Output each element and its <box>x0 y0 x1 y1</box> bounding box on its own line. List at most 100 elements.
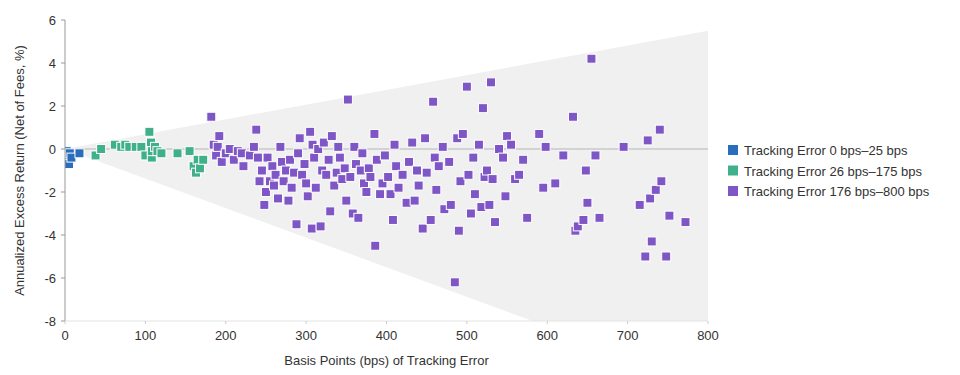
point <box>414 181 423 190</box>
y-tick-label: -8 <box>44 314 56 329</box>
y-tick-label: 0 <box>49 142 56 157</box>
point <box>269 181 278 190</box>
point <box>478 104 487 113</box>
point <box>559 151 568 160</box>
point <box>426 215 435 224</box>
x-tick <box>306 321 307 324</box>
point <box>302 179 311 188</box>
x-tick <box>145 321 146 324</box>
x-axis-label: Basis Points (bps) of Tracking Error <box>284 353 489 368</box>
point <box>294 149 303 158</box>
x-tick-label: 800 <box>697 328 719 343</box>
x-tick-label: 500 <box>456 328 478 343</box>
point <box>499 153 508 162</box>
point <box>635 200 644 209</box>
point <box>579 215 588 224</box>
point <box>173 149 182 158</box>
x-tick <box>708 321 709 324</box>
y-tick <box>61 149 65 150</box>
y-tick <box>61 20 65 21</box>
point <box>392 162 401 171</box>
point <box>137 142 146 151</box>
y-tick-label: 4 <box>49 56 56 71</box>
x-tick-label: 300 <box>295 328 317 343</box>
y-tick-label: 2 <box>49 99 56 114</box>
point <box>340 164 349 173</box>
point <box>346 172 355 181</box>
point <box>295 134 304 143</box>
point <box>253 153 262 162</box>
point <box>306 127 315 136</box>
y-tick <box>61 278 65 279</box>
point <box>665 211 674 220</box>
y-tick-label: -2 <box>44 185 56 200</box>
y-tick <box>61 63 65 64</box>
legend: Tracking Error 0 bps–25 bps Tracking Erro… <box>728 143 930 199</box>
point <box>257 166 266 175</box>
point <box>384 172 393 181</box>
legend-label: Tracking Error 26 bps–175 bps <box>744 164 923 179</box>
point <box>583 198 592 207</box>
legend-label: Tracking Error 0 bps–25 bps <box>744 143 908 158</box>
point <box>157 149 166 158</box>
point <box>651 185 660 194</box>
point <box>324 155 333 164</box>
point <box>316 222 325 231</box>
point <box>655 125 664 134</box>
point <box>410 196 419 205</box>
point <box>681 218 690 227</box>
x-tick-label: 600 <box>536 328 558 343</box>
point <box>217 157 226 166</box>
chart: -8-6-4-202460100200300400500600700800Bas… <box>0 0 960 375</box>
point <box>515 170 524 179</box>
point <box>398 170 407 179</box>
y-tick <box>61 192 65 193</box>
point <box>503 132 512 141</box>
y-tick <box>61 235 65 236</box>
point <box>507 140 516 149</box>
point <box>501 192 510 201</box>
x-tick-label: 200 <box>215 328 237 343</box>
x-tick <box>386 321 387 324</box>
point <box>366 172 375 181</box>
point <box>551 179 560 188</box>
point <box>310 153 319 162</box>
point <box>292 220 301 229</box>
x-tick-label: 400 <box>376 328 398 343</box>
point <box>408 138 417 147</box>
point <box>388 215 397 224</box>
x-tick-label: 700 <box>617 328 639 343</box>
point <box>284 196 293 205</box>
point <box>263 153 272 162</box>
point <box>462 82 471 91</box>
point <box>239 162 248 171</box>
point <box>362 188 371 197</box>
point <box>657 177 666 186</box>
point <box>199 155 208 164</box>
point <box>418 224 427 233</box>
point <box>470 190 479 199</box>
point <box>519 155 528 164</box>
point <box>434 162 443 171</box>
point <box>276 142 285 151</box>
point <box>196 164 205 173</box>
point <box>252 125 261 134</box>
point <box>371 241 380 250</box>
point <box>495 145 504 154</box>
x-tick <box>547 321 548 324</box>
legend-swatch <box>728 186 738 196</box>
point <box>491 218 500 227</box>
point <box>422 168 431 177</box>
axes: -8-6-4-202460100200300400500600700800 <box>44 13 718 343</box>
series <box>65 147 84 169</box>
point <box>646 194 655 203</box>
point <box>429 97 438 106</box>
point <box>300 160 309 169</box>
point <box>327 132 336 141</box>
point <box>390 140 399 149</box>
y-tick-label: -4 <box>44 228 56 243</box>
point <box>454 226 463 235</box>
x-tick <box>627 321 628 324</box>
plot-area <box>65 31 708 321</box>
point <box>619 142 628 151</box>
